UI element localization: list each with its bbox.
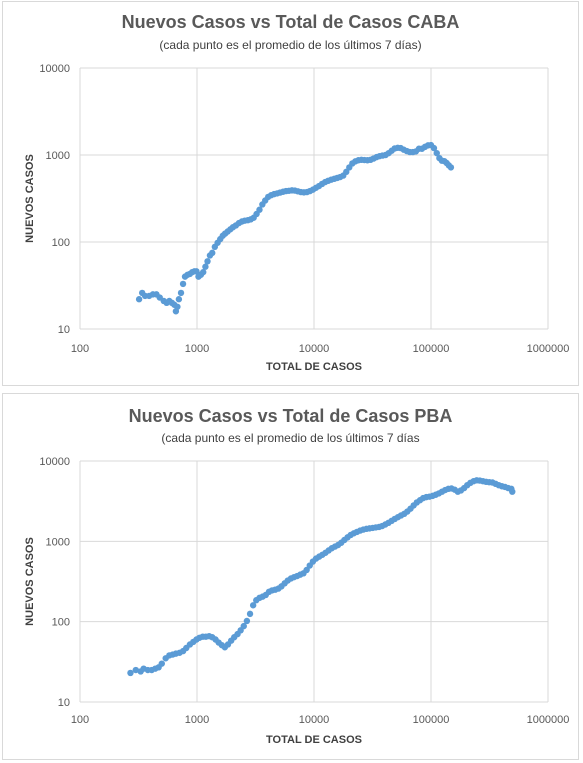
data-point [240,622,247,630]
data-point [246,610,254,618]
x-tick-label: 1000 [185,343,209,355]
data-point [200,268,207,276]
data-point [127,669,134,677]
chart-subtitle: (cada punto es el promedio de los último… [161,431,420,445]
x-tick-label: 100 [71,343,89,355]
y-tick-label: 10000 [39,456,70,468]
y-tick-label: 10 [58,697,70,709]
y-axis-title: NUEVOS CASOS [24,154,36,243]
x-tick-label: 100 [71,714,89,726]
x-tick-label: 100000 [413,343,450,355]
data-point [249,602,257,609]
x-tick-label: 100000 [413,714,450,726]
chart-panel-pba: Nuevos Casos vs Total de Casos PBA (cada… [2,393,579,760]
chart-title: Nuevos Casos vs Total de Casos CABA [121,12,460,32]
x-tick-label: 1000 [185,714,209,726]
data-point [243,617,251,625]
data-point [179,280,187,288]
y-tick-label: 1000 [46,536,70,548]
data-point [135,296,143,303]
x-axis-title: TOTAL DE CASOS [266,361,362,373]
y-tick-label: 10000 [39,63,70,75]
chart-panel-caba: Nuevos Casos vs Total de Casos CABA (cad… [2,1,579,386]
data-point [132,666,140,674]
data-point [177,289,185,297]
data-point [256,206,263,213]
data-point [202,263,209,270]
y-tick-label: 10 [58,324,70,336]
data-point [430,144,438,152]
x-tick-label: 10000 [299,714,330,726]
chart-subtitle: (cada punto es el promedio de los último… [159,38,422,52]
data-point [175,296,183,303]
y-tick-label: 100 [52,617,70,629]
x-tick-label: 1000000 [527,343,570,355]
data-point [204,258,211,265]
data-point [447,164,455,171]
x-axis-title: TOTAL DE CASOS [266,734,362,746]
y-axis-title: NUEVOS CASOS [24,537,36,626]
y-tick-label: 100 [52,237,70,249]
data-point [303,566,310,574]
data-point [193,268,200,275]
x-tick-label: 1000000 [527,714,570,726]
data-point [509,488,516,495]
data-point [433,149,440,157]
chart-title: Nuevos Casos vs Total de Casos PBA [128,406,453,426]
data-point [174,303,181,310]
x-tick-label: 10000 [299,343,330,355]
data-point [209,249,216,257]
y-tick-label: 1000 [46,150,70,162]
data-point [158,660,165,667]
